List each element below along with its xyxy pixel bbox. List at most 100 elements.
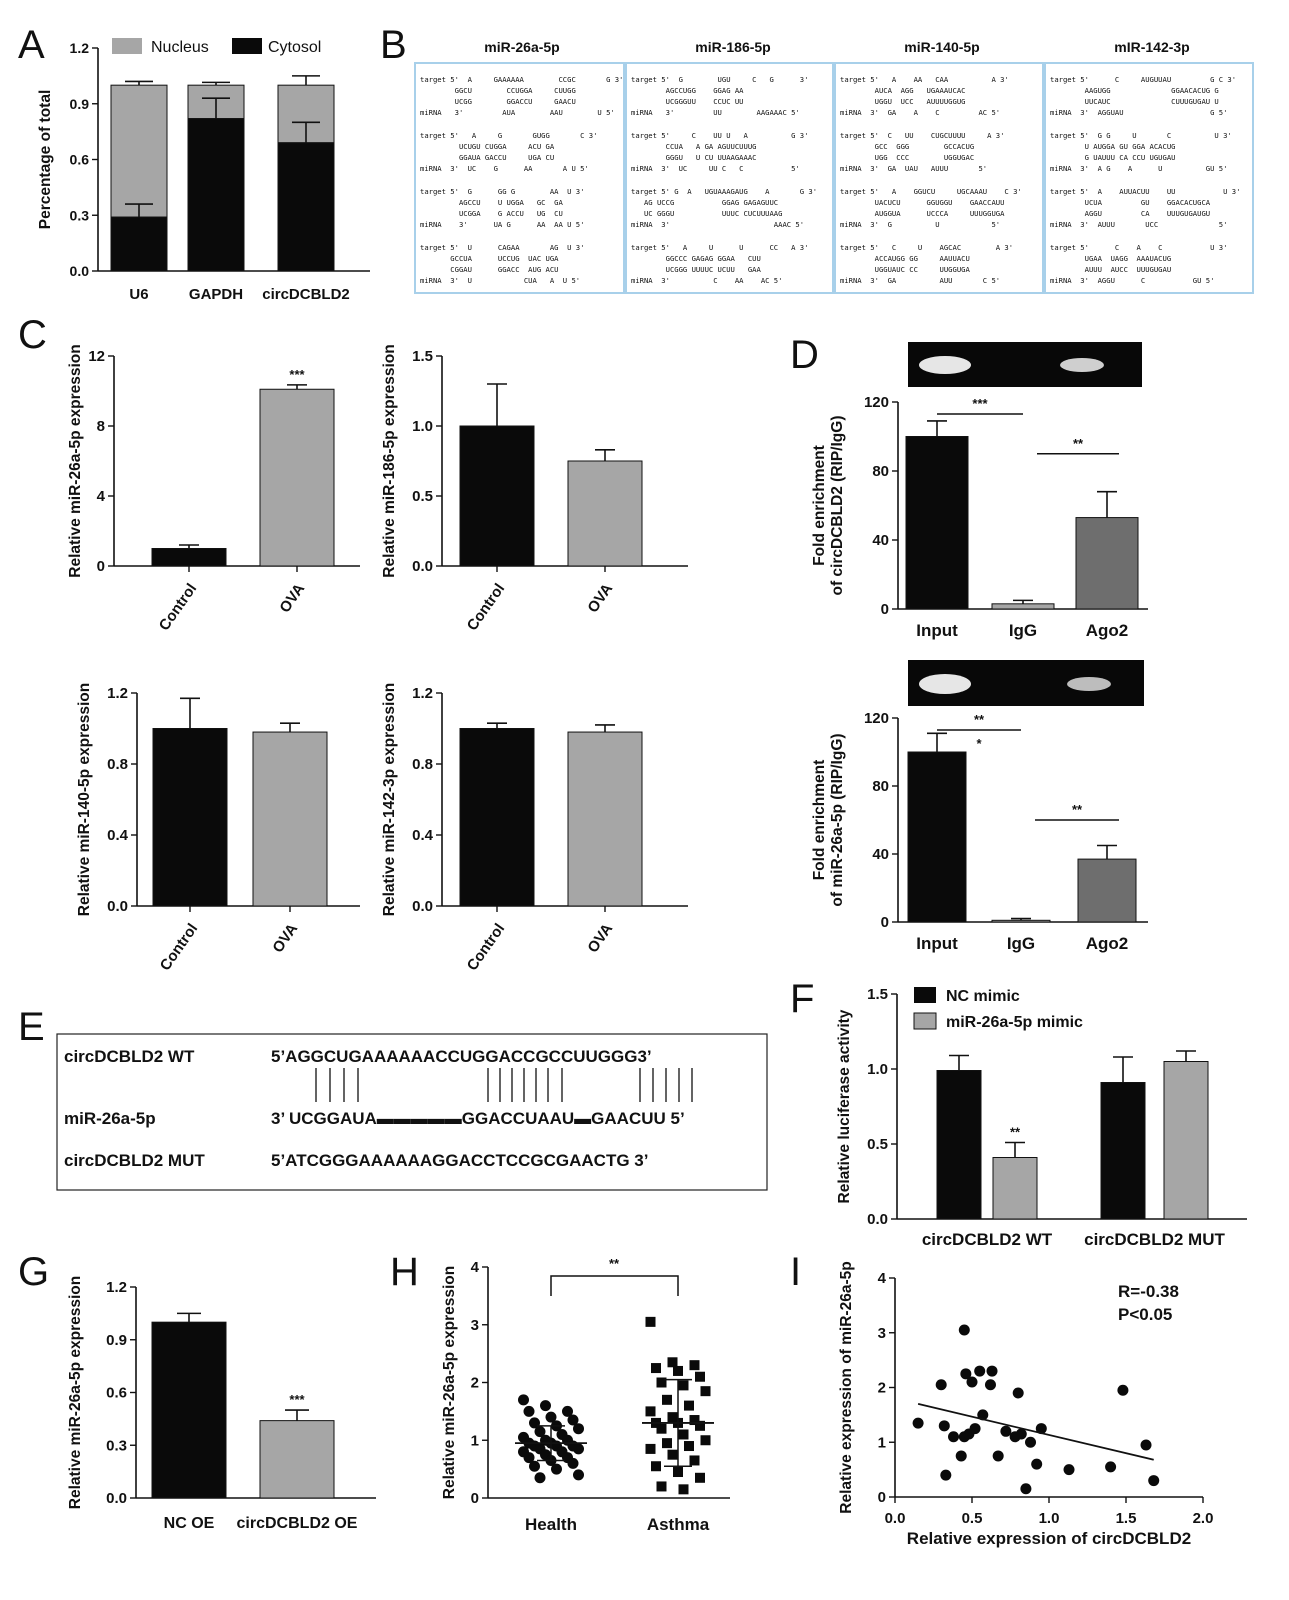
I-point: [1148, 1475, 1160, 1487]
b-box-1-line: UCGGA G ACCU UG CU: [420, 209, 563, 218]
A-y-tick-label: 0.9: [70, 96, 90, 112]
C1-y-label: Relative miR-26a-5p expression: [67, 344, 84, 577]
b-box-3-line: miRNA 3' GA AUU C 5': [840, 276, 1000, 285]
b-box-2-line: AG UCCG GGAG GAGAGUUC: [631, 198, 778, 207]
I-y-tick-label: 3: [878, 1325, 886, 1342]
F-legend-swatch-mir: [913, 1012, 937, 1030]
C2-x-tick-label: OVA: [584, 580, 616, 616]
b-box-3-line: UGGU UCC AUUUUGGUG: [840, 97, 966, 106]
b-box-4: [1044, 62, 1254, 294]
panel-e-sequence-alignment: circDCBLD2 WT 5’AGGCUGAAAAAACCUGGACCGCCU…: [56, 1033, 768, 1191]
H-point-asthma: [689, 1415, 700, 1426]
panel-letter-a: A: [18, 23, 45, 67]
b-box-1-line: GGCU CCUGGA CUUGG: [420, 86, 576, 95]
D2-y-tick-label: 40: [872, 846, 889, 863]
b-box-3-line: UACUCU GGUGGU GAACCAUU: [840, 198, 1004, 207]
H-point-health: [540, 1400, 551, 1412]
G-x-tick-label: circDCBLD2 OE: [237, 1515, 358, 1532]
C2-y-tick-label: 0.5: [412, 488, 433, 505]
H-point-asthma: [662, 1438, 672, 1449]
I-y-tick-label: 1: [878, 1434, 886, 1451]
H-point-asthma: [656, 1377, 667, 1388]
H-x-tick-label: Asthma: [647, 1515, 710, 1534]
b-box-4-line: target 5' C AUGUUAU G C 3': [1050, 75, 1236, 84]
I-y-label: Relative expression of miR-26a-5p: [838, 1261, 855, 1513]
b-box-4-line: AAGUGG GGAACACUG G: [1050, 86, 1219, 95]
C4-y-tick-label: 0.4: [412, 827, 434, 844]
b-box-2-line: AGCCUGG GGAG AA: [631, 86, 744, 95]
C4-x-tick-label: Control: [464, 921, 509, 974]
b-box-2-line: GGGU U CU UUAAGAAAC: [631, 153, 757, 162]
F-y-tick-label: 0.0: [867, 1211, 888, 1228]
b-box-1-line: CGGAU GGACC AUG ACU: [420, 265, 558, 274]
b-title-2: miR-186-5p: [695, 39, 770, 55]
I-point: [1035, 1423, 1047, 1435]
b-box-3-line: UGG CCC UGGUGAC: [840, 153, 974, 162]
H-point-health: [567, 1457, 579, 1469]
I-point: [1020, 1483, 1032, 1495]
C4-y-label: Relative miR-142-3p expression: [381, 683, 398, 916]
H-point-asthma: [695, 1371, 705, 1382]
H-point-asthma: [689, 1455, 700, 1466]
b-box-1: [414, 62, 625, 294]
b-box-2-line: miRNA 3' C AA AC 5': [631, 276, 782, 285]
I-point: [938, 1420, 950, 1432]
b-box-4-line: UCUA GU GGACACUGCA: [1050, 198, 1211, 207]
I-y-tick-label: 0: [878, 1489, 886, 1506]
C2-bar-control: [459, 425, 535, 567]
A-y-tick-label: 0.3: [70, 207, 90, 223]
b-box-3-line: miRNA 3' G U 5': [840, 220, 1000, 229]
I-point: [940, 1469, 952, 1481]
b-box-1-line: UCGG GGACCU GAACU: [420, 97, 576, 106]
H-point-asthma: [656, 1423, 667, 1434]
H-point-health: [523, 1405, 535, 1417]
D1-bracket-label: ***: [972, 396, 988, 411]
b-box-3-line: AUGGUA UCCCA UUUGGUGA: [840, 209, 1005, 218]
I-point: [948, 1431, 960, 1443]
H-point-asthma: [651, 1363, 661, 1374]
I-point: [969, 1423, 981, 1435]
I-x-tick-label: 2.0: [1193, 1510, 1214, 1527]
I-annotation-p: P<0.05: [1118, 1305, 1172, 1324]
H-point-asthma: [684, 1441, 694, 1452]
b-box-1-line: target 5' G GG G AA U 3': [420, 187, 584, 196]
G-bar-circdcbld2-oe: [259, 1420, 335, 1499]
H-point-asthma: [667, 1449, 678, 1460]
A-legend-swatch-cytosol: [232, 38, 262, 54]
H-point-asthma: [695, 1472, 705, 1483]
I-y-tick-label: 2: [878, 1380, 886, 1397]
I-point: [955, 1450, 967, 1462]
b-box-2: [625, 62, 834, 294]
A-y-tick-label: 0.0: [70, 263, 90, 279]
H-y-tick-label: 2: [471, 1375, 479, 1392]
D2-bar-igg: [991, 919, 1051, 923]
A-legend-label-nucleus: Nucleus: [151, 39, 209, 56]
C2-y-tick-label: 0.0: [412, 558, 433, 575]
H-point-health: [551, 1463, 562, 1475]
D1-bar-ago2: [1075, 517, 1139, 610]
b-box-3-line: target 5' A AA CAA A 3': [840, 75, 1009, 84]
b-box-3-line: target 5' C UU CUGCUUUU A 3': [840, 131, 1004, 140]
I-point: [1063, 1464, 1075, 1476]
F-significance: **: [1010, 1125, 1021, 1140]
e-mut-label: circDCBLD2 MUT: [64, 1151, 205, 1170]
panel-b-binding-sites: miR-26a-5p miR-186-5p miR-140-5p mIR-142…: [414, 39, 1254, 294]
b-title-4: mIR-142-3p: [1114, 39, 1189, 55]
G-x-tick-label: NC OE: [164, 1515, 215, 1532]
b-box-3-line: miRNA 3' GA A C AC 5': [840, 108, 1000, 117]
b-box-2-line: miRNA 3' AAAC 5': [631, 220, 804, 229]
F-y-tick-label: 1.0: [867, 1061, 888, 1078]
I-point: [1140, 1439, 1152, 1451]
C1-y-tick-label: 4: [97, 488, 106, 505]
H-point-asthma: [667, 1357, 678, 1368]
F-y-tick-label: 0.5: [867, 1136, 888, 1153]
H-point-health: [562, 1405, 573, 1417]
D1-x-tick-label: IgG: [1009, 621, 1037, 640]
H-point-asthma: [667, 1412, 678, 1423]
b-box-3: [834, 62, 1044, 294]
I-point: [1015, 1428, 1027, 1440]
b-box-3-line: UGGUAUC CC UUGGUGA: [840, 265, 970, 274]
H-point-health: [534, 1426, 546, 1438]
e-mir-label: miR-26a-5p: [64, 1109, 156, 1128]
I-point: [935, 1379, 947, 1391]
